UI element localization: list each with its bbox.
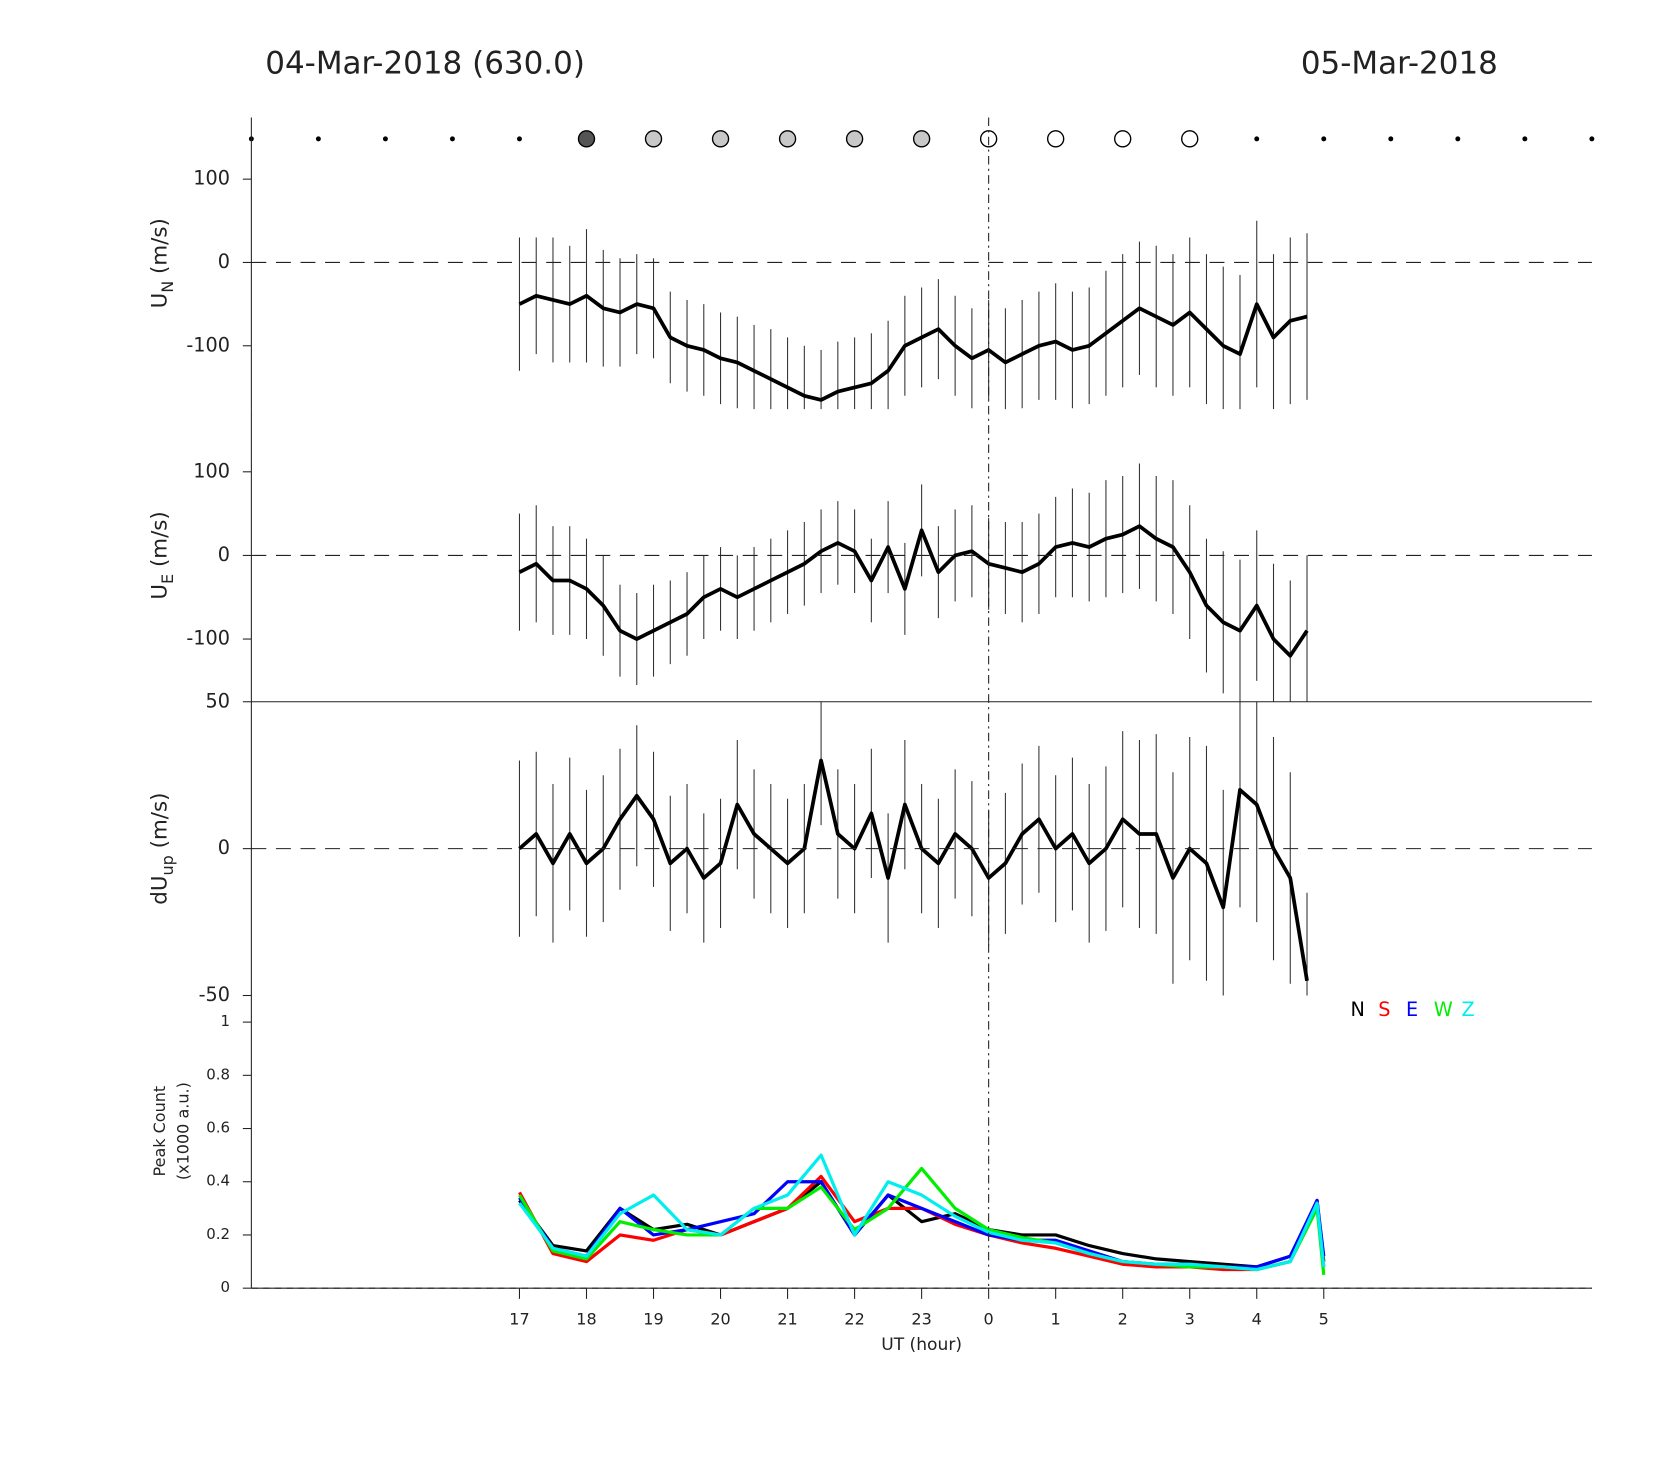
- x-tick-label: 21: [777, 1310, 797, 1329]
- y-tick-label: 0.2: [206, 1225, 230, 1243]
- y-tick-label: -100: [186, 333, 230, 356]
- x-tick-label: 1: [1051, 1310, 1061, 1329]
- y-axis-label: dUup (m/s): [148, 793, 177, 905]
- y-label-main: U: [148, 584, 173, 600]
- y-label-sub: N: [158, 281, 177, 293]
- sky-marker: [1388, 136, 1394, 142]
- y-tick-label: 0: [218, 543, 230, 566]
- y-label-unit: (m/s): [148, 511, 173, 574]
- x-tick-label: 17: [509, 1310, 529, 1329]
- y-tick-label: 0: [218, 836, 230, 859]
- y-axis-label: Peak Count: [150, 1086, 169, 1177]
- y-label-main: U: [148, 293, 173, 309]
- sky-marker: [778, 130, 797, 148]
- y-tick-label: 50: [206, 689, 230, 712]
- sky-marker: [1455, 136, 1461, 142]
- y-tick-label: -50: [199, 983, 230, 1006]
- x-axis-label: UT (hour): [881, 1335, 962, 1355]
- panel: [518, 1153, 1326, 1276]
- data-line: [518, 758, 1309, 982]
- y-tick-label: -100: [186, 627, 230, 650]
- x-tick-label: 20: [710, 1310, 730, 1329]
- x-tick-label: 0: [984, 1310, 994, 1329]
- series-line: [518, 1153, 1326, 1272]
- sky-marker: [1589, 136, 1595, 142]
- sky-marker: [845, 130, 864, 148]
- legend-entry: S: [1378, 998, 1390, 1021]
- y-tick-label: 0.6: [206, 1119, 230, 1137]
- y-tick-label: 100: [193, 459, 230, 482]
- y-axis-label: (x1000 a.u.): [174, 1082, 193, 1180]
- x-tick-label: 3: [1185, 1310, 1195, 1329]
- sky-marker: [912, 130, 931, 148]
- x-tick-label: 4: [1252, 1310, 1262, 1329]
- sky-marker: [1046, 130, 1065, 148]
- x-tick-label: 23: [911, 1310, 931, 1329]
- y-label-unit: (m/s): [148, 793, 173, 856]
- sky-marker: [1113, 130, 1132, 148]
- y-axis-label: UE (m/s): [148, 511, 177, 599]
- y-label-unit: (m/s): [148, 218, 173, 281]
- y-tick-label: 0.4: [206, 1172, 230, 1190]
- y-tick-label: 0: [220, 1278, 230, 1296]
- x-tick-label: 19: [643, 1310, 663, 1329]
- y-axis-label: UN (m/s): [148, 218, 177, 308]
- sky-marker: [1181, 130, 1199, 148]
- sky-marker: [517, 136, 522, 142]
- legend-entry: W: [1434, 998, 1453, 1021]
- sky-marker: [711, 130, 730, 148]
- sky-marker: [577, 130, 596, 148]
- legend-entry: E: [1406, 998, 1418, 1021]
- sky-marker: [449, 136, 455, 142]
- panel: [518, 701, 1309, 996]
- data-line: [518, 293, 1308, 402]
- panel: [518, 463, 1309, 702]
- panel: [518, 220, 1308, 410]
- x-tick-label: 5: [1319, 1310, 1329, 1329]
- sky-marker: [1522, 136, 1528, 142]
- legend-entry: N: [1350, 998, 1364, 1021]
- y-label-sub: E: [158, 574, 177, 584]
- y-tick-label: 0: [218, 250, 230, 273]
- y-label-main: dU: [148, 875, 173, 904]
- x-tick-label: 18: [576, 1310, 596, 1329]
- y-label-sub: up: [158, 855, 177, 875]
- sky-marker: [1321, 136, 1327, 142]
- sky-marker: [382, 136, 388, 142]
- sky-marker: [1254, 136, 1260, 142]
- y-tick-label: 0.8: [206, 1065, 230, 1083]
- x-tick-label: 2: [1118, 1310, 1128, 1329]
- date-left: 04-Mar-2018 (630.0): [265, 46, 585, 82]
- x-tick-label: 22: [844, 1310, 864, 1329]
- date-right: 05-Mar-2018: [1301, 46, 1498, 82]
- y-tick-label: 1: [220, 1012, 230, 1030]
- data-line: [518, 524, 1309, 658]
- sky-marker: [644, 130, 663, 148]
- legend-entry: Z: [1462, 998, 1475, 1021]
- sky-marker: [315, 136, 321, 142]
- y-tick-label: 100: [193, 167, 230, 190]
